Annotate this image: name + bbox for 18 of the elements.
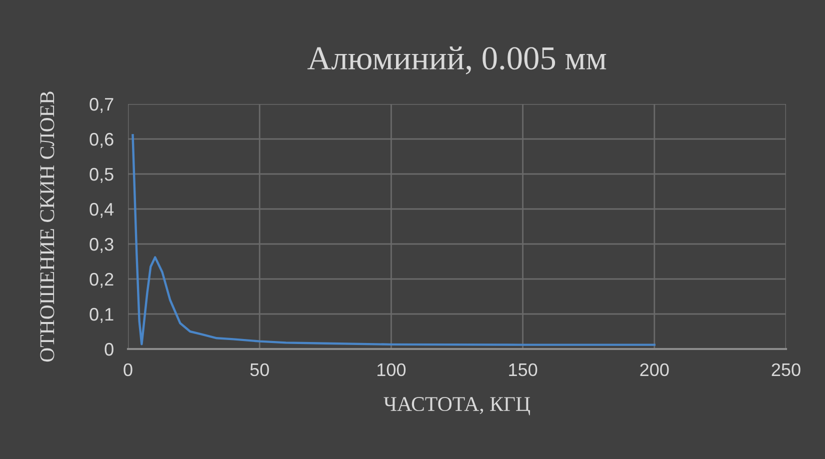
x-tick-label: 50 [250, 363, 269, 376]
y-tick-label: 0,5 [90, 168, 114, 183]
y-axis-title: ОТНОШЕНИЕ СКИН СЛОЕВ [40, 92, 54, 362]
x-tick-label: 150 [509, 363, 538, 376]
x-tick-label: 0 [124, 363, 132, 376]
x-tick-label: 200 [640, 363, 669, 376]
y-tick-label: 0,4 [90, 202, 114, 218]
chart-title: Алюминий, 0.005 мм [307, 46, 606, 74]
y-tick-label: 0,7 [90, 98, 114, 113]
line-series [132, 134, 656, 346]
y-tick-label: 0,3 [90, 238, 114, 253]
y-tick-label: 0,6 [90, 132, 114, 148]
x-tick-label: 250 [772, 363, 800, 376]
y-tick-label: 0 [104, 342, 114, 356]
y-tick-label: 0,1 [90, 308, 114, 323]
x-axis-title: ЧАСТОТА, КГЦ [384, 397, 530, 416]
y-tick-label: 0,2 [90, 272, 114, 288]
x-tick-label: 100 [378, 363, 406, 376]
